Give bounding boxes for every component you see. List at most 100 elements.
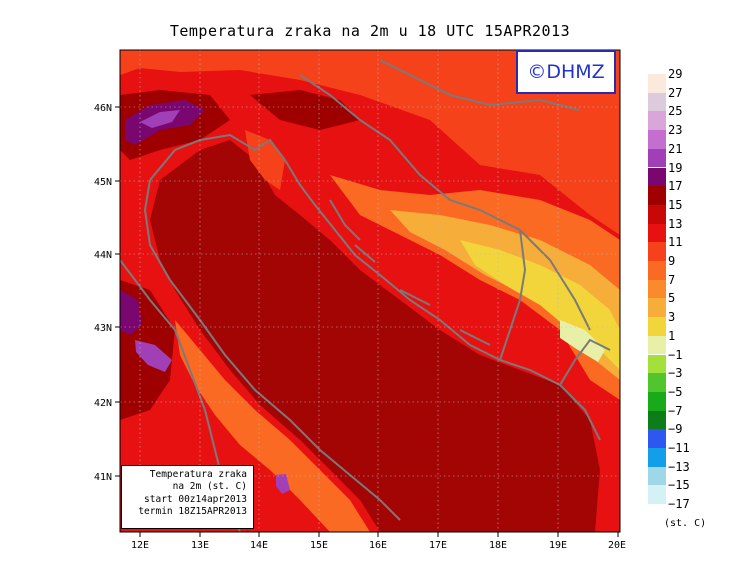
legend-entry: 25 [648, 104, 718, 131]
legend-label: −7 [668, 403, 683, 418]
legend-entry: 7 [648, 273, 718, 299]
legend-swatch [648, 448, 666, 467]
lon-labels: 12E 13E 14E 15E 16E 17E 18E 19E 20E [131, 540, 626, 551]
legend-entry: −9 [648, 422, 718, 448]
italy-orange-band [175, 320, 370, 532]
legend-entry: −15 [648, 478, 718, 505]
mountain-yellow [460, 240, 620, 370]
legend-swatch [648, 335, 666, 355]
info-line: start 00z14apr2013 [144, 493, 247, 505]
legend-entry: 21 [648, 142, 718, 168]
plot-frame [119, 49, 621, 533]
legend-label: 13 [668, 216, 683, 231]
legend-label: 29 [668, 67, 683, 81]
lat-label: 44N [94, 250, 112, 261]
hot-spot-south [276, 474, 290, 494]
legend-entry: −1 [648, 348, 718, 374]
hot-spot-north-violet [140, 110, 180, 128]
legend-label: 9 [668, 254, 676, 268]
legend-label: −15 [668, 478, 690, 493]
map-title: Temperatura zraka na 2m u 18 UTC 15APR20… [169, 22, 571, 40]
legend-swatch [648, 130, 666, 149]
legend-swatch [648, 410, 666, 430]
legend-entry: −3 [648, 366, 718, 392]
legend-entry: 27 [648, 86, 718, 112]
dhmz-logo: ©DHMZ [516, 50, 616, 94]
graticule [120, 50, 620, 532]
north-orange-zone [120, 50, 620, 235]
legend-label: −13 [668, 459, 690, 474]
legend-entry: −13 [648, 460, 718, 486]
legend-swatch [648, 74, 666, 93]
legend-label: 25 [668, 104, 683, 119]
lat-label: 42N [94, 398, 112, 409]
lon-label: 13E [191, 540, 209, 551]
legend-entry: 19 [648, 161, 718, 187]
legend-label: 15 [668, 197, 683, 212]
legend-entry: −5 [648, 385, 718, 411]
balkan-cool-zone [390, 210, 620, 380]
legend-label: −5 [668, 384, 683, 399]
legend-swatch [648, 92, 666, 112]
italy-peninsula [120, 230, 380, 532]
legend-swatch [648, 298, 666, 318]
axis-ticks [115, 106, 619, 537]
north-hot-zone [250, 90, 360, 130]
lat-label: 45N [94, 177, 112, 188]
legend-label: 5 [668, 291, 676, 306]
legend-swatch [648, 223, 666, 243]
legend-swatch [648, 261, 666, 280]
legend-label: 17 [668, 179, 683, 194]
legend-swatch [648, 111, 666, 131]
legend-entry: 23 [648, 123, 718, 149]
legend-label: 7 [668, 272, 676, 287]
legend-entry: 29 [648, 67, 718, 93]
legend-swatch [648, 466, 666, 486]
legend-swatch [648, 242, 666, 261]
legend-entry: 9 [648, 254, 718, 280]
legend-entry: 13 [648, 217, 718, 243]
legend-swatch [648, 167, 666, 187]
legend-swatch [648, 279, 666, 299]
lon-label: 16E [369, 540, 387, 551]
legend-swatch [648, 485, 666, 505]
legend-entry: 17 [648, 179, 718, 205]
legend-swatch [648, 148, 666, 168]
legend-swatch [648, 204, 666, 224]
legend-label: 23 [668, 123, 683, 138]
lon-label: 20E [608, 540, 626, 551]
legend-swatch [648, 373, 666, 392]
legend-entry: 15 [648, 198, 718, 224]
info-box: Temperatura zraka na 2m (st. C) start 00… [121, 465, 254, 529]
legend-label: −11 [668, 441, 690, 455]
lat-label: 43N [94, 323, 112, 334]
legend-label: −9 [668, 422, 683, 437]
legend-swatch [648, 317, 666, 336]
legend-label: 3 [668, 310, 676, 325]
legend-label: 1 [668, 328, 676, 343]
lon-label: 19E [549, 540, 567, 551]
legend-entry: 3 [648, 310, 718, 336]
legend-swatch [648, 429, 666, 448]
istria-land [245, 130, 285, 190]
legend-swatch [648, 391, 666, 411]
legend-label: 27 [668, 85, 683, 100]
lat-labels: 46N 45N 44N 43N 42N 41N [94, 103, 112, 483]
hot-spot-west-2 [135, 340, 172, 372]
lon-label: 15E [310, 540, 328, 551]
legend-swatch [648, 186, 666, 205]
legend-label: 19 [668, 160, 683, 175]
info-line: na 2m (st. C) [172, 481, 247, 493]
lon-label: 18E [489, 540, 507, 551]
lat-label: 41N [94, 472, 112, 483]
adriatic-sea [150, 140, 600, 532]
legend-swatch [648, 354, 666, 374]
legend-unit: (st. C) [664, 518, 707, 529]
legend-entry: −11 [648, 441, 718, 467]
balkan-orange-band [330, 175, 620, 400]
legend-entry: 1 [648, 329, 718, 355]
lon-label: 12E [131, 540, 149, 551]
lon-label: 17E [429, 540, 447, 551]
legend-label: 11 [668, 235, 683, 250]
